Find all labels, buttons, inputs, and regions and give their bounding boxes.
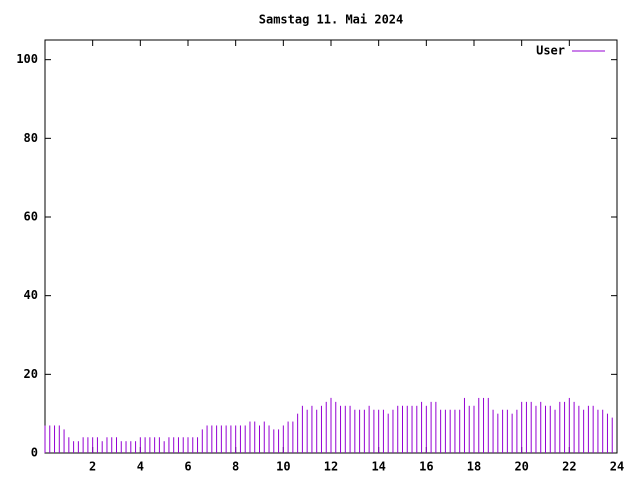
x-tick-label: 24 [610,460,624,474]
y-tick-label: 80 [24,131,38,145]
x-tick-label: 4 [137,460,144,474]
x-tick-label: 20 [514,460,528,474]
chart-title: Samstag 11. Mai 2024 [259,13,404,27]
x-tick-label: 14 [371,460,385,474]
x-tick-label: 2 [89,460,96,474]
x-tick-label: 12 [324,460,338,474]
y-tick-label: 0 [31,446,38,460]
x-tick-label: 6 [184,460,191,474]
x-tick-label: 8 [232,460,239,474]
legend-label: User [536,44,565,58]
plot-border [44,39,618,454]
x-tick-label: 10 [276,460,290,474]
y-tick-label: 100 [16,52,38,66]
x-tick-label: 22 [562,460,576,474]
x-tick-label: 18 [467,460,481,474]
y-tick-label: 20 [24,367,38,381]
y-tick-label: 40 [24,288,38,302]
x-tick-label: 16 [419,460,433,474]
y-tick-label: 60 [24,210,38,224]
